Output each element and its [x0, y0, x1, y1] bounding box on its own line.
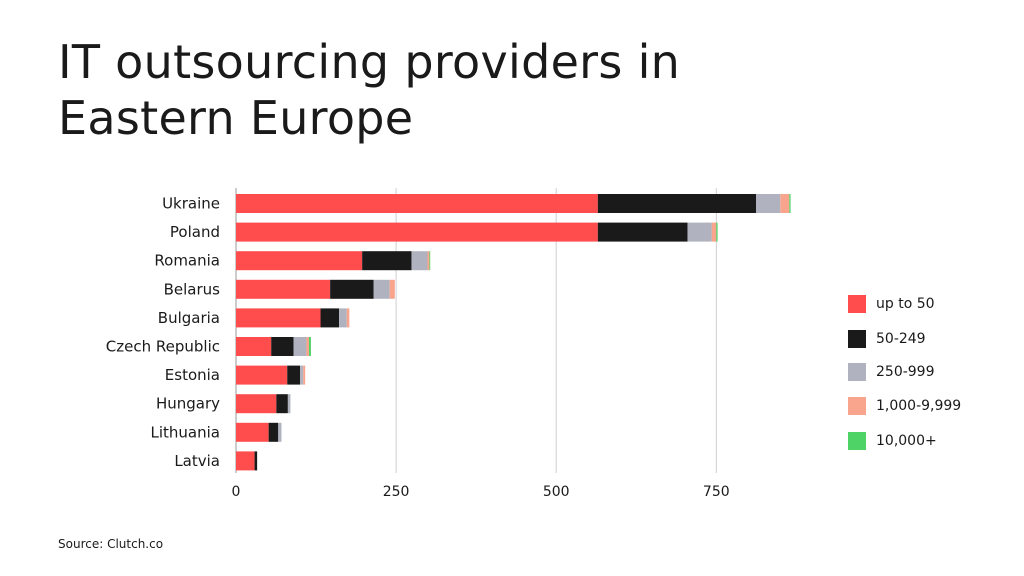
bar-segment: [389, 279, 395, 299]
x-tick-label: 500: [543, 484, 570, 500]
bar-segment: [236, 194, 598, 213]
category-label: Bulgaria: [158, 309, 220, 327]
bar-segment: [780, 194, 790, 213]
bar-segment: [236, 251, 363, 271]
category-label: Ukraine: [162, 195, 220, 213]
legend-item: 1,000-9,999: [848, 396, 961, 416]
x-tick-label: 250: [383, 484, 410, 500]
bar-segment: [271, 337, 294, 356]
category-label: Hungary: [156, 395, 220, 413]
bar-segment: [346, 308, 350, 328]
category-label: Romania: [154, 252, 220, 270]
bar-segment: [427, 251, 430, 271]
bar-segment: [303, 365, 306, 385]
category-label: Estonia: [165, 366, 220, 384]
legend-swatch: [848, 295, 866, 313]
bar-segment: [278, 422, 282, 442]
bar-segment: [236, 451, 255, 471]
bar-segment: [597, 222, 688, 242]
legend-label: up to 50: [876, 296, 935, 312]
chart-title-line-2: Eastern Europe: [58, 91, 414, 145]
legend-item: 50-249: [848, 329, 926, 349]
bar-segment: [236, 279, 331, 299]
legend-label: 10,000+: [876, 433, 937, 449]
chart-title-line-1: IT outsourcing providers in: [58, 35, 681, 89]
bar-segment: [287, 394, 291, 414]
legend-label: 50-249: [876, 331, 926, 347]
legend-swatch: [848, 330, 866, 348]
bar-segment: [268, 422, 279, 442]
legend-item: up to 50: [848, 294, 935, 314]
bar-segment: [254, 451, 258, 471]
bar-segment: [711, 222, 717, 242]
category-label: Poland: [170, 223, 220, 241]
category-label: Lithuania: [151, 423, 220, 441]
bar-segment: [789, 194, 791, 213]
bar-segment: [309, 337, 311, 356]
source-note: Source: Clutch.co: [58, 537, 164, 551]
bar-segment: [339, 308, 347, 328]
legend-swatch: [848, 397, 866, 415]
bar-segment: [236, 337, 272, 356]
bar-segment: [236, 394, 277, 414]
bar-segment: [756, 194, 781, 213]
bar-segment: [716, 222, 718, 242]
bar-segment: [306, 337, 310, 356]
x-tick-label: 750: [703, 484, 730, 500]
bar-segment: [300, 365, 304, 385]
legend-item: 10,000+: [848, 431, 937, 451]
legend-swatch: [848, 363, 866, 381]
legend-item: 250-999: [848, 362, 935, 382]
bar-segment: [597, 194, 757, 213]
bar-segment: [373, 279, 390, 299]
category-label: Belarus: [164, 280, 221, 298]
bar-segment: [287, 365, 301, 385]
bar-segment: [429, 251, 431, 271]
category-label: Latvia: [174, 452, 220, 470]
bar-segment: [236, 308, 321, 328]
bar-segment: [276, 394, 288, 414]
bar-segment: [236, 222, 598, 242]
bar-segment: [362, 251, 412, 271]
bar-segment: [236, 365, 288, 385]
legend-label: 250-999: [876, 364, 935, 380]
category-label: Czech Republic: [106, 338, 220, 356]
legend-label: 1,000-9,999: [876, 398, 962, 414]
bar-segment: [411, 251, 428, 271]
legend-swatch: [848, 432, 866, 450]
bar-segment: [293, 337, 307, 356]
bar-segment: [236, 422, 269, 442]
bar-segment: [687, 222, 712, 242]
bar-segment: [330, 279, 374, 299]
x-tick-label: 0: [232, 484, 241, 500]
chart-title: IT outsourcing providers in Eastern Euro…: [58, 34, 818, 146]
bar-segment: [320, 308, 340, 328]
